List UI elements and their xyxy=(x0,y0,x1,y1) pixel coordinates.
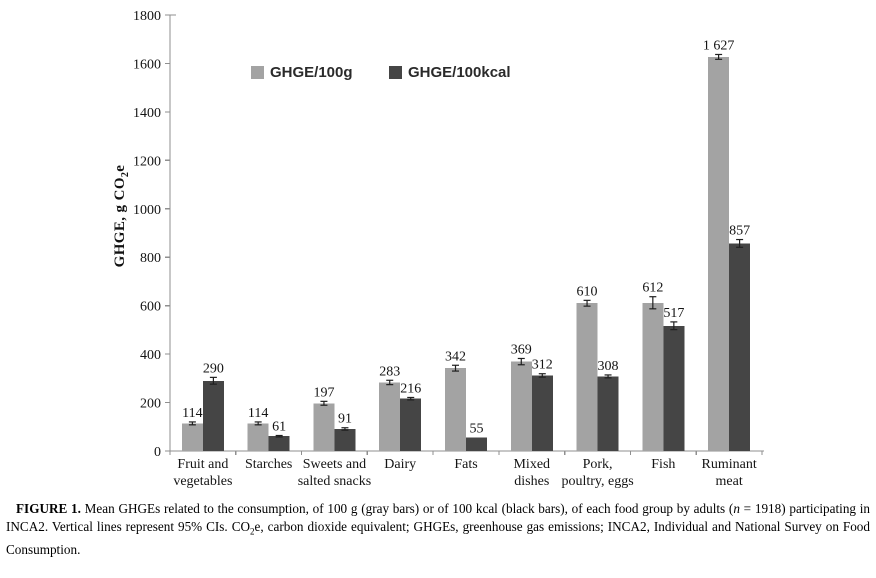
y-axis-label: GHGE, g CO2e xyxy=(112,116,132,316)
y-tick-label: 400 xyxy=(140,348,161,363)
bar-gray-3 xyxy=(379,382,401,451)
bar-gray-0 xyxy=(181,423,203,451)
bar-value-label: 857 xyxy=(729,224,750,239)
x-category-label: Ruminant xyxy=(701,457,756,472)
bar-black-5 xyxy=(531,375,553,451)
y-axis-label-text: GHGE, g CO xyxy=(112,177,128,268)
bar-gray-8 xyxy=(708,56,730,451)
bar-black-7 xyxy=(663,325,685,451)
y-tick-label: 1000 xyxy=(133,203,161,218)
bar-value-label: 114 xyxy=(248,406,268,421)
bar-black-8 xyxy=(729,243,751,451)
y-tick-label: 800 xyxy=(140,251,161,266)
bar-value-label: 197 xyxy=(313,385,334,400)
bar-value-label: 308 xyxy=(598,359,619,374)
bar-value-label: 283 xyxy=(379,364,400,379)
bar-value-label: 342 xyxy=(445,349,466,364)
bar-gray-1 xyxy=(247,423,269,451)
bar-value-label: 369 xyxy=(511,342,532,357)
x-category-label: Sweets and xyxy=(303,457,366,472)
y-axis-label-suffix: e xyxy=(112,164,128,172)
x-category-label: Fats xyxy=(454,457,477,472)
caption-n-italic: n xyxy=(733,501,740,516)
chart-svg: 0 200 400 600 800 1000 1200 1400 1600 1800 114 290 F… xyxy=(133,9,764,489)
bar-value-label: 91 xyxy=(338,412,352,427)
x-category-label: Fish xyxy=(651,457,675,472)
bar-value-label: 610 xyxy=(577,284,598,299)
bar-value-label: 612 xyxy=(642,281,663,296)
y-tick-label: 1800 xyxy=(133,9,161,24)
bar-value-label: 290 xyxy=(203,361,224,376)
legend-label-ghge-per-100g: GHGE/100g xyxy=(270,63,353,81)
x-category-label: Starches xyxy=(245,457,292,472)
bar-gray-5 xyxy=(510,361,532,451)
x-category-label: vegetables xyxy=(173,474,232,489)
x-category-label: meat xyxy=(716,474,743,489)
y-tick-label: 1600 xyxy=(133,57,161,72)
x-category-label: Pork, xyxy=(583,457,613,472)
legend-item-ghge-per-100g: GHGE/100g xyxy=(251,63,353,81)
legend-swatch-black-icon xyxy=(389,65,402,79)
x-category-label: dishes xyxy=(514,474,549,489)
y-tick-label: 1200 xyxy=(133,154,161,169)
y-tick-label: 200 xyxy=(140,397,161,412)
y-axis-label-subscript: 2 xyxy=(120,171,131,178)
bar-black-0 xyxy=(202,380,224,451)
x-category-label: Dairy xyxy=(384,457,416,472)
y-tick-label: 600 xyxy=(140,300,161,315)
bar-black-4 xyxy=(466,437,487,451)
bar-gray-2 xyxy=(313,403,335,451)
bar-gray-7 xyxy=(642,302,664,451)
x-category-label: salted snacks xyxy=(298,474,371,489)
caption-text-2: = 1918) participating in INCA2. Vertical… xyxy=(6,501,871,534)
legend-swatch-gray-icon xyxy=(251,65,264,79)
bar-chart: 0 200 400 600 800 1000 1200 1400 1600 1800 114 290 F… xyxy=(112,9,764,489)
bar-black-2 xyxy=(334,428,356,451)
x-category-label: Mixed xyxy=(513,457,550,472)
bar-value-label: 61 xyxy=(272,419,286,434)
legend-item-ghge-per-100kcal: GHGE/100kcal xyxy=(389,63,511,81)
legend-label-ghge-per-100kcal: GHGE/100kcal xyxy=(408,63,511,81)
caption-figure-label: FIGURE 1. xyxy=(16,501,81,516)
bar-gray-6 xyxy=(576,303,598,451)
bar-value-label: 1 627 xyxy=(703,38,735,53)
bar-black-6 xyxy=(597,376,619,451)
caption-co2-subscript: 2 xyxy=(250,526,255,537)
x-category-label: poultry, eggs xyxy=(561,474,633,489)
bar-value-label: 55 xyxy=(470,422,484,437)
caption-text-1: Mean GHGEs related to the consumption, o… xyxy=(80,501,734,516)
bar-value-label: 517 xyxy=(663,306,684,321)
bar-value-label: 216 xyxy=(400,381,421,396)
figure-caption: FIGURE 1. Mean GHGEs related to the cons… xyxy=(6,500,870,559)
y-tick-label: 0 xyxy=(154,445,161,460)
bar-gray-4 xyxy=(445,368,466,451)
y-tick-label: 1400 xyxy=(133,106,161,121)
bar-black-3 xyxy=(400,398,422,451)
x-category-label: Fruit and xyxy=(177,457,228,472)
caption-text-3: e, carbon dioxide equivalent; GHGEs, gre… xyxy=(6,519,870,557)
bar-black-1 xyxy=(268,436,290,451)
bar-value-label: 114 xyxy=(182,406,202,421)
bar-value-label: 312 xyxy=(532,358,553,373)
